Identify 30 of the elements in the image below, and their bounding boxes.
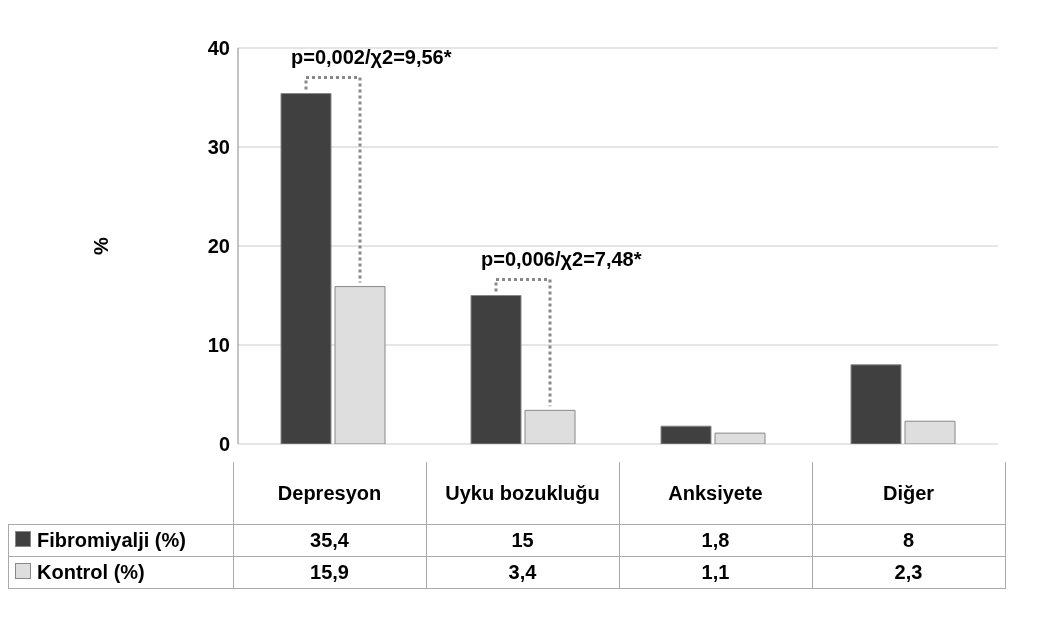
bar	[334, 286, 386, 444]
data-label: 1,8	[619, 524, 812, 557]
data-label: 35,4	[233, 524, 426, 557]
x-tick-label: Diğer	[812, 462, 1005, 525]
annotation: p=0,002/χ2=9,56*	[291, 45, 452, 68]
y-tick-label: 40	[207, 37, 230, 60]
data-label: 15	[426, 524, 619, 557]
y-axis-title: %	[90, 236, 112, 255]
bar	[904, 420, 956, 444]
x-tick-label: Depresyon	[233, 462, 426, 525]
bar	[524, 409, 576, 444]
bar	[714, 432, 766, 444]
bar	[470, 295, 522, 444]
legend-label: Fibromiyalji (%)	[8, 524, 233, 557]
data-label: 15,9	[233, 556, 426, 589]
x-tick-label: Uyku bozukluğu	[426, 462, 619, 525]
x-tick-label: Anksiyete	[619, 462, 812, 525]
y-tick-label: 0	[218, 433, 230, 456]
data-label: 8	[812, 524, 1005, 557]
y-tick-label: 10	[207, 334, 230, 357]
bar	[660, 425, 712, 444]
data-label: 2,3	[812, 556, 1005, 589]
data-label: 3,4	[426, 556, 619, 589]
y-tick-label: 30	[207, 136, 230, 159]
bar	[850, 364, 902, 444]
annotation: p=0,006/χ2=7,48*	[481, 247, 642, 270]
data-label: 1,1	[619, 556, 812, 589]
y-tick-label: 20	[207, 235, 230, 258]
bar	[280, 93, 332, 444]
legend-label: Kontrol (%)	[8, 556, 233, 589]
